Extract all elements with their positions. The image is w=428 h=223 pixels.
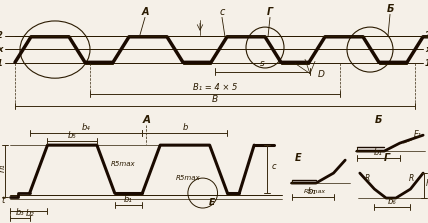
Text: R5max: R5max <box>176 175 201 181</box>
Text: B: B <box>212 95 218 104</box>
Text: B₁ = 4 × 5: B₁ = 4 × 5 <box>193 83 237 92</box>
Text: b₆: b₆ <box>388 197 396 206</box>
Text: А: А <box>143 115 150 125</box>
Text: Б: Б <box>386 4 394 14</box>
Text: 2: 2 <box>425 31 428 40</box>
Text: t: t <box>1 196 5 205</box>
Text: R: R <box>408 174 414 183</box>
Text: b₃: b₃ <box>15 208 24 217</box>
Text: c: c <box>272 162 276 171</box>
Text: h₁: h₁ <box>0 163 6 172</box>
Text: А: А <box>141 7 149 17</box>
Text: x: x <box>425 45 428 54</box>
Text: Г: Г <box>384 153 390 163</box>
Text: s: s <box>260 60 265 68</box>
Text: b₁: b₁ <box>308 187 316 196</box>
Text: b₄: b₄ <box>82 123 90 132</box>
Text: R5max: R5max <box>111 161 135 167</box>
Text: E₁: E₁ <box>413 130 421 139</box>
Text: E: E <box>208 198 215 207</box>
Text: x: x <box>0 45 3 54</box>
Text: R: R <box>365 174 370 183</box>
Text: 1: 1 <box>425 59 428 68</box>
Text: R5max: R5max <box>304 189 327 194</box>
Text: b₅: b₅ <box>68 131 77 140</box>
Text: b₂: b₂ <box>25 209 34 218</box>
Text: D: D <box>318 70 325 79</box>
Text: 1: 1 <box>0 59 3 68</box>
Text: c: c <box>219 7 225 17</box>
Text: b: b <box>182 123 187 132</box>
Text: h₂: h₂ <box>426 179 428 188</box>
Text: Б: Б <box>374 115 382 125</box>
Text: E: E <box>294 153 301 163</box>
Text: Г: Г <box>267 7 273 17</box>
Text: b₁: b₁ <box>374 148 383 157</box>
Text: b₁: b₁ <box>124 195 133 204</box>
Text: 2: 2 <box>0 31 3 40</box>
